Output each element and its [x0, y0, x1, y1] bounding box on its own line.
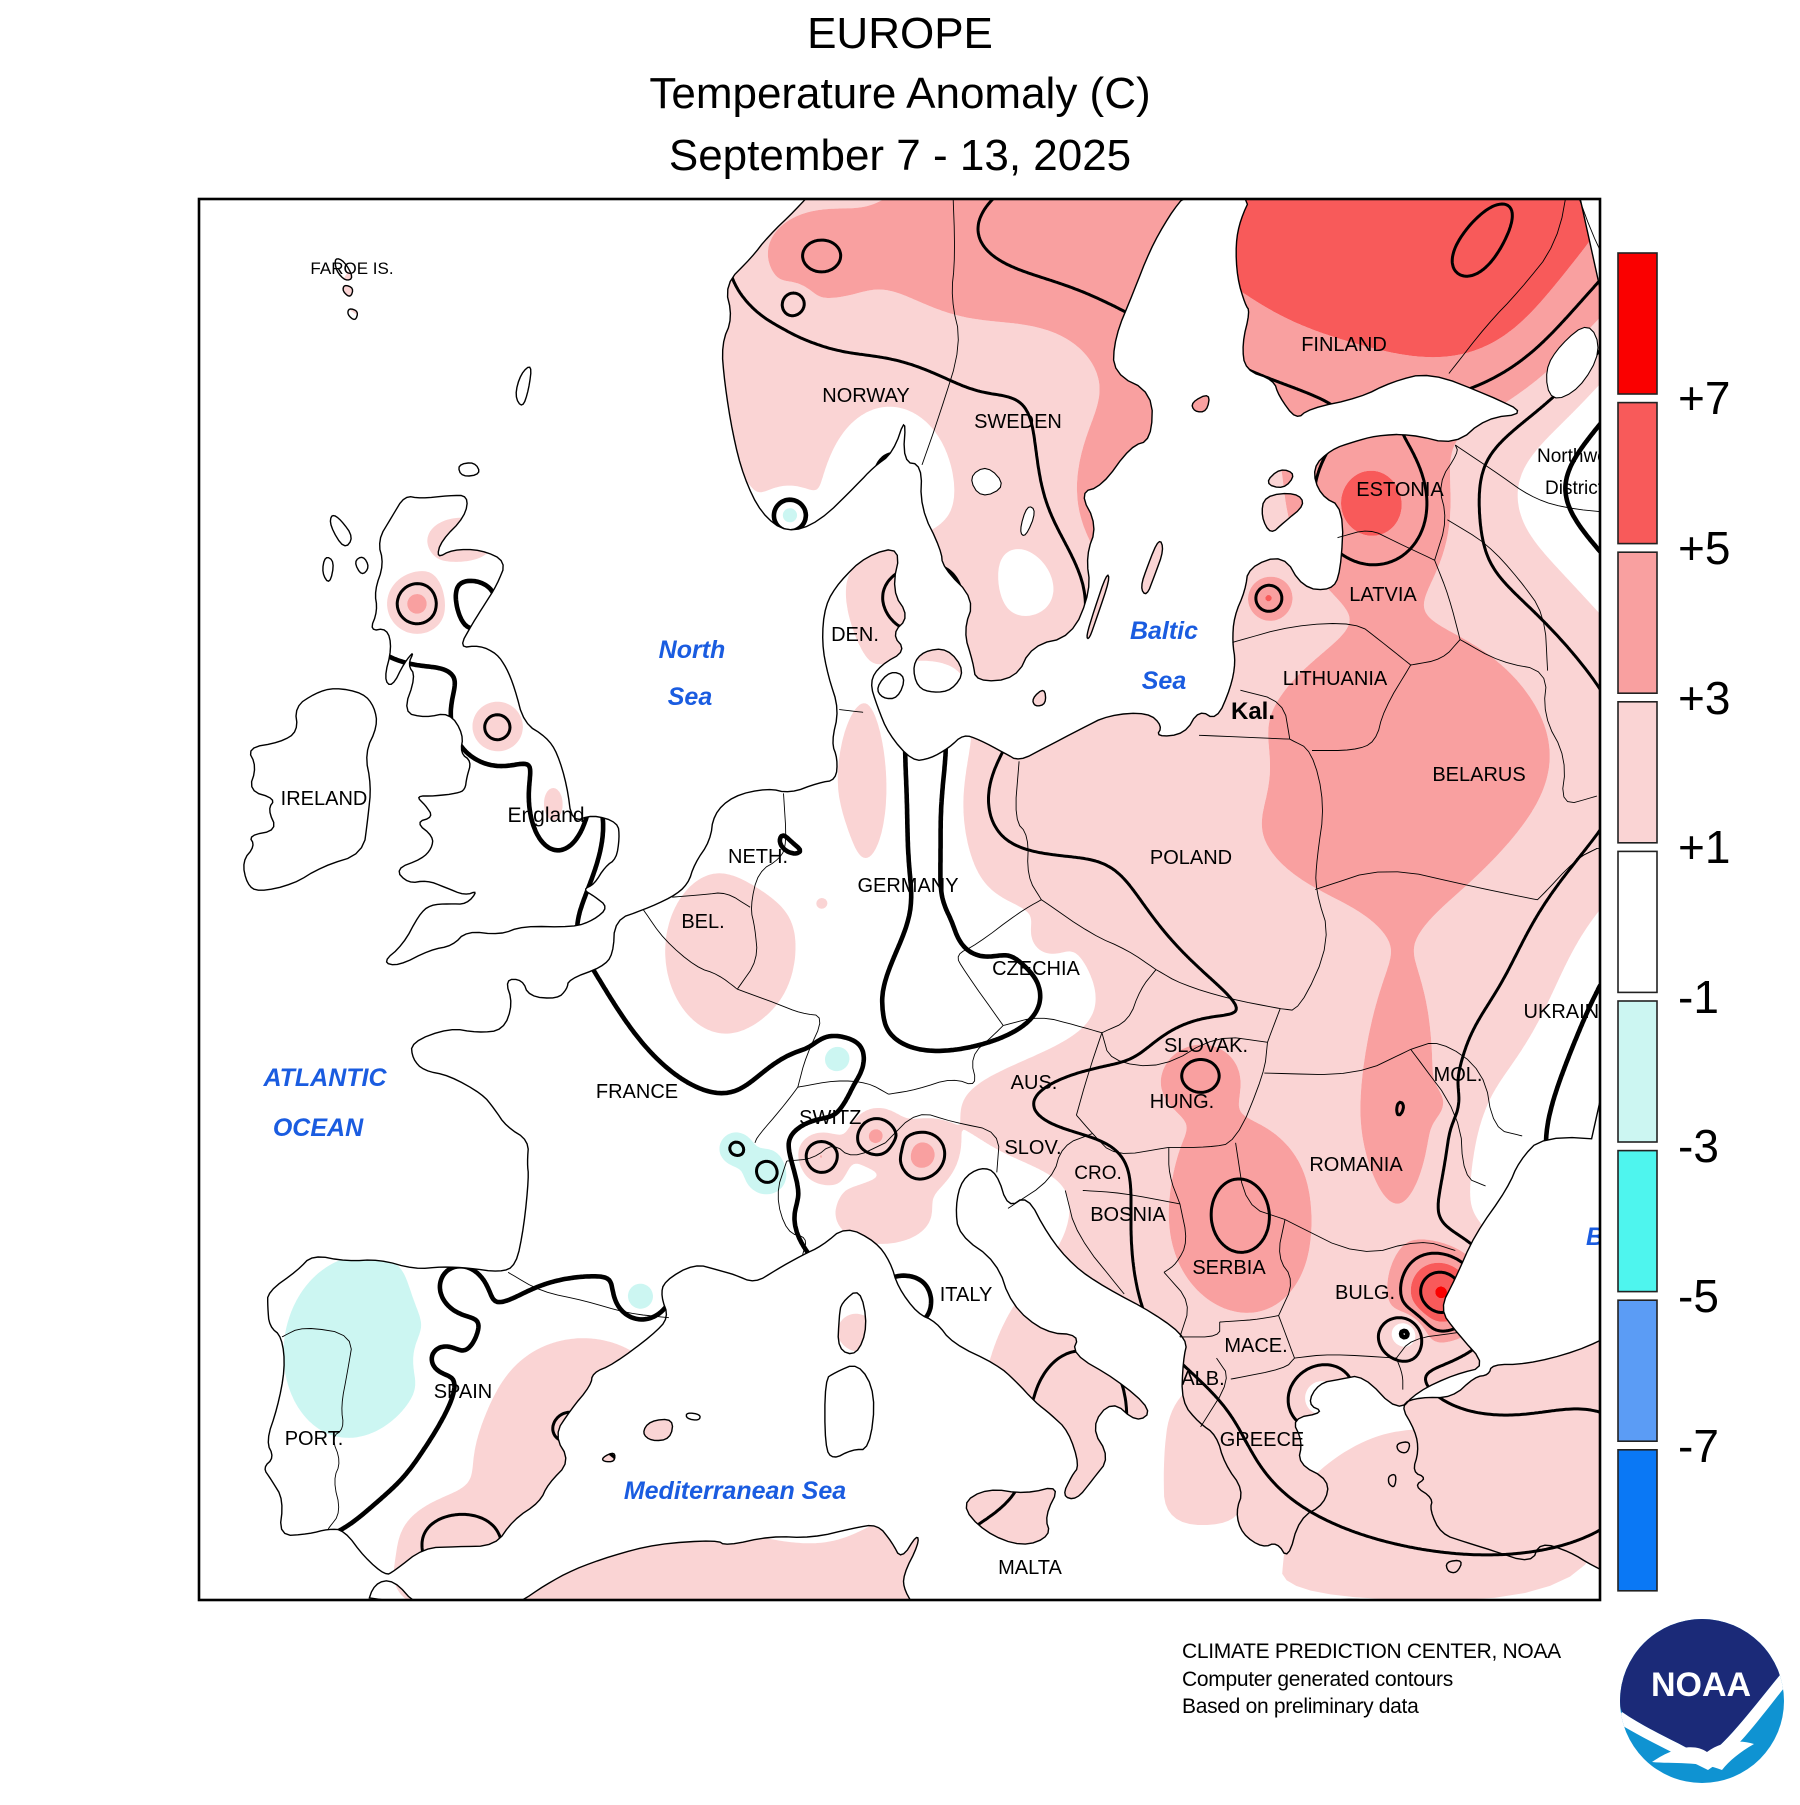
svg-text:September 7 - 13, 2025: September 7 - 13, 2025 — [669, 131, 1131, 180]
svg-text:LATVIA: LATVIA — [1349, 584, 1417, 606]
svg-text:FRANCE: FRANCE — [596, 1081, 678, 1103]
svg-text:+1: +1 — [1678, 821, 1730, 873]
svg-text:POLAND: POLAND — [1150, 847, 1232, 869]
svg-text:CRO.: CRO. — [1074, 1163, 1122, 1184]
svg-text:-1: -1 — [1678, 971, 1719, 1023]
svg-text:GERMANY: GERMANY — [857, 875, 958, 897]
svg-text:CLIMATE PREDICTION CENTER, NOA: CLIMATE PREDICTION CENTER, NOAA — [1182, 1640, 1561, 1663]
svg-text:PORT.: PORT. — [285, 1428, 344, 1450]
svg-text:CZECHIA: CZECHIA — [992, 958, 1080, 980]
svg-text:+3: +3 — [1678, 672, 1730, 724]
svg-text:-3: -3 — [1678, 1120, 1719, 1172]
svg-text:NOAA: NOAA — [1651, 1666, 1751, 1704]
svg-text:District: District — [1545, 478, 1604, 499]
svg-text:MOL.: MOL. — [1434, 1064, 1483, 1086]
svg-text:LITHUANIA: LITHUANIA — [1283, 668, 1388, 690]
svg-text:Sea: Sea — [1142, 667, 1187, 695]
svg-text:Sea: Sea — [668, 683, 713, 711]
svg-text:Temperature Anomaly (C): Temperature Anomaly (C) — [649, 69, 1150, 118]
svg-text:FAROE IS.: FAROE IS. — [310, 259, 393, 278]
svg-text:+5: +5 — [1678, 522, 1730, 574]
svg-text:SPAIN: SPAIN — [434, 1381, 493, 1403]
svg-text:MACE.: MACE. — [1224, 1335, 1287, 1357]
svg-text:UKRAINE: UKRAINE — [1524, 1001, 1613, 1023]
svg-text:SLOV.: SLOV. — [1004, 1137, 1061, 1159]
svg-text:NORWAY: NORWAY — [822, 385, 909, 407]
svg-text:Northwest: Northwest — [1537, 446, 1623, 467]
svg-text:England: England — [507, 804, 584, 827]
svg-text:ALB.: ALB. — [1181, 1368, 1224, 1390]
svg-text:ATLANTIC: ATLANTIC — [262, 1064, 387, 1092]
svg-text:Kal.: Kal. — [1231, 698, 1275, 725]
svg-text:MALTA: MALTA — [998, 1557, 1062, 1579]
svg-text:BOSNIA: BOSNIA — [1090, 1204, 1166, 1226]
svg-text:ESTONIA: ESTONIA — [1356, 479, 1444, 501]
svg-text:AUS.: AUS. — [1011, 1072, 1058, 1094]
svg-text:Based on preliminary data: Based on preliminary data — [1182, 1695, 1419, 1718]
svg-text:+7: +7 — [1678, 372, 1730, 424]
svg-text:BULG.: BULG. — [1335, 1282, 1395, 1304]
svg-text:OCEAN: OCEAN — [273, 1114, 364, 1142]
svg-text:FINLAND: FINLAND — [1301, 334, 1387, 356]
svg-text:Computer generated contours: Computer generated contours — [1182, 1668, 1453, 1691]
svg-text:SLOVAK.: SLOVAK. — [1164, 1035, 1248, 1057]
svg-text:HUNG.: HUNG. — [1150, 1091, 1214, 1113]
svg-text:GREECE: GREECE — [1220, 1429, 1304, 1451]
svg-text:Black Sea: Black Sea — [1586, 1223, 1704, 1251]
svg-text:BELARUS: BELARUS — [1432, 764, 1525, 786]
svg-text:SWEDEN: SWEDEN — [974, 411, 1062, 433]
svg-text:ROMANIA: ROMANIA — [1309, 1154, 1403, 1176]
svg-text:North: North — [659, 636, 726, 664]
svg-text:Baltic: Baltic — [1130, 617, 1198, 645]
svg-text:-7: -7 — [1678, 1420, 1719, 1472]
svg-text:EUROPE: EUROPE — [807, 9, 993, 58]
svg-text:ITALY: ITALY — [940, 1284, 993, 1306]
svg-text:SERBIA: SERBIA — [1192, 1257, 1266, 1279]
svg-text:SWITZ.: SWITZ. — [799, 1107, 867, 1129]
svg-text:Mediterranean Sea: Mediterranean Sea — [624, 1477, 846, 1505]
svg-text:BEL.: BEL. — [681, 911, 724, 933]
svg-text:DEN.: DEN. — [831, 624, 879, 646]
svg-text:NETH.: NETH. — [728, 846, 788, 868]
svg-text:IRELAND: IRELAND — [281, 788, 368, 810]
svg-text:-5: -5 — [1678, 1270, 1719, 1322]
